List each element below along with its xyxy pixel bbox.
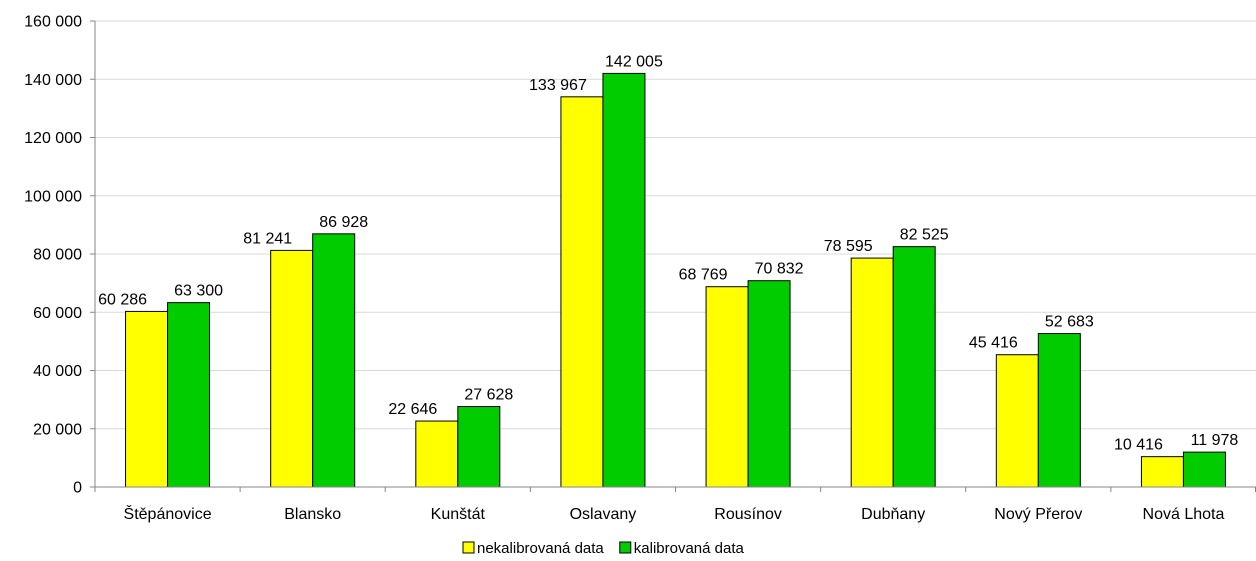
bar-nekalibrovana (705, 286, 749, 488)
bar-kalibrovana (892, 246, 936, 488)
y-tick-label: 120 000 (24, 130, 82, 147)
x-category-label: Dubňany (861, 506, 925, 523)
bar-nekalibrovana (125, 310, 169, 488)
bar-kalibrovana (602, 72, 646, 488)
bar-value-label: 60 286 (98, 291, 147, 308)
bar-nekalibrovana (270, 249, 314, 488)
y-tick-label: 100 000 (24, 188, 82, 205)
bar-value-label: 52 683 (1045, 314, 1094, 331)
y-tick-label: 140 000 (24, 72, 82, 89)
y-tick-label: 60 000 (33, 305, 82, 322)
bar-kalibrovana (457, 406, 501, 488)
legend-swatch (619, 541, 632, 554)
x-category-label: Kunštát (431, 506, 486, 523)
y-tick-label: 20 000 (33, 421, 82, 438)
bar-value-label: 22 646 (388, 401, 437, 418)
x-category-label: Štěpánovice (124, 504, 212, 523)
bar-value-label: 142 005 (605, 53, 663, 70)
bar-kalibrovana (312, 233, 356, 488)
axes: 0 20 000 40 000 60 000 80 000 100 000 120 000 1… (24, 14, 1256, 523)
gridlines (95, 20, 1256, 430)
x-category-label: Rousínov (714, 506, 782, 523)
x-category-label: Nový Přerov (994, 506, 1082, 523)
bar-value-label: 68 769 (679, 267, 728, 284)
legend-label: nekalibrovaná data (477, 540, 604, 557)
bar-kalibrovana (747, 280, 791, 488)
y-tick-label: 0 (73, 480, 82, 497)
bar-value-label: 63 300 (174, 283, 223, 300)
y-tick-label: 40 000 (33, 363, 82, 380)
legend-label: kalibrovaná data (634, 540, 745, 557)
bar-nekalibrovana (995, 354, 1039, 488)
bar-value-label: 81 241 (243, 230, 292, 247)
bars (125, 72, 1226, 488)
bar-value-label: 86 928 (319, 214, 368, 231)
bar-kalibrovana (167, 302, 211, 488)
x-category-label: Oslavany (570, 506, 637, 523)
legend: nekalibrovaná data kalibrovaná data (462, 540, 745, 557)
bar-value-label: 11 978 (1191, 432, 1239, 449)
bar-nekalibrovana (415, 420, 459, 488)
bar-nekalibrovana (560, 96, 604, 488)
bar-value-label: 78 595 (824, 238, 873, 255)
bar-kalibrovana (1182, 451, 1226, 488)
bar-nekalibrovana (1140, 456, 1184, 488)
y-tick-label: 160 000 (24, 14, 82, 31)
bar-value-label: 82 525 (900, 227, 949, 244)
x-category-label: Blansko (284, 506, 341, 523)
bar-kalibrovana (1037, 333, 1081, 488)
x-category-label: Nová Lhota (1143, 506, 1225, 523)
bar-value-label: 133 967 (529, 77, 587, 94)
y-tick-label: 80 000 (33, 247, 82, 264)
bar-value-label: 10 416 (1114, 437, 1163, 454)
bar-value-label: 70 832 (755, 261, 804, 278)
bar-nekalibrovana (850, 257, 894, 488)
bar-value-label: 27 628 (464, 387, 513, 404)
bar-value-label: 45 416 (969, 335, 1018, 352)
legend-swatch (462, 541, 475, 554)
data-labels: 60 286 63 300 81 241 86 928 22 646 27 628 133 … (98, 53, 1238, 453)
